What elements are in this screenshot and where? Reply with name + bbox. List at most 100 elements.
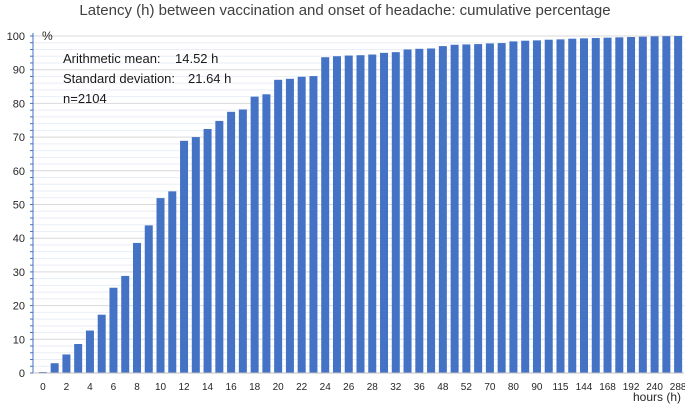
x-tick-label: 52 (461, 382, 473, 393)
bar-14h (203, 129, 212, 373)
x-axis-title: hours (h) (633, 390, 681, 404)
bar-21h (285, 78, 294, 374)
bar-48h (438, 46, 447, 374)
x-tick-label: 32 (390, 382, 402, 393)
x-tick-label: 115 (553, 382, 569, 393)
x-tick-label: 12 (178, 382, 190, 393)
bar-34h (403, 49, 412, 373)
y-tick-label: 50 (13, 200, 25, 212)
y-tick-label: 20 (13, 301, 25, 313)
x-tick-label: 288 (670, 382, 685, 393)
bar-16h (227, 111, 236, 373)
bar-36h (415, 48, 424, 374)
stats-box: Arithmetic mean: 14.52 h Standard deviat… (63, 51, 231, 106)
x-tick-label: 90 (531, 382, 543, 393)
x-tick-label: 8 (134, 382, 140, 393)
bar-90h (532, 40, 541, 373)
bar-288h (674, 36, 683, 373)
bar-7h (121, 275, 130, 373)
bar-40h (427, 48, 436, 373)
bar-120h (568, 38, 577, 373)
bar-50h (450, 44, 459, 373)
x-tick-label: 16 (226, 382, 238, 393)
x-tick-label: 240 (646, 382, 663, 393)
bar-13h (191, 137, 200, 373)
bar-27h (356, 55, 365, 374)
sd-value: 21.64 h (188, 71, 231, 86)
bar-11h (168, 191, 177, 373)
bar-264h (662, 36, 671, 374)
x-tick-label: 6 (111, 382, 117, 393)
sd-label: Standard deviation: (63, 71, 175, 86)
bar-25h (332, 56, 341, 373)
bar-28h (368, 54, 377, 373)
bar-23h (309, 76, 318, 373)
bar-70h (485, 43, 494, 373)
y-tick-label: 0 (19, 368, 25, 380)
y-tick-label: 70 (13, 132, 25, 144)
bar-168h (603, 37, 612, 373)
bar-96h (544, 39, 553, 374)
bar-26h (344, 55, 353, 374)
bar-144h (580, 38, 589, 374)
bar-24h (321, 57, 330, 373)
bar-8h (132, 242, 141, 373)
x-tick-label: 36 (414, 382, 426, 393)
bar-0h (38, 371, 47, 373)
x-tick-label: 70 (484, 382, 496, 393)
bar-19h (262, 94, 271, 374)
bar-240h (650, 36, 659, 374)
bar-20h (274, 79, 283, 373)
x-tick-label: 144 (576, 382, 593, 393)
bar-2h (62, 354, 71, 373)
y-axis-ticks: 0 10 20 30 40 50 60 70 80 90 100 (7, 31, 33, 380)
y-tick-label: 100 (7, 31, 25, 43)
y-axis-unit: % (42, 29, 53, 43)
y-tick-label: 80 (13, 98, 25, 110)
x-tick-label: 20 (273, 382, 285, 393)
x-tick-label: 24 (320, 382, 332, 393)
y-tick-label: 30 (13, 267, 25, 279)
mean-label: Arithmetic mean: (63, 51, 161, 66)
bar-18h (250, 96, 259, 373)
bar-84h (521, 40, 530, 373)
x-tick-label: 10 (155, 382, 167, 393)
bar-1h (50, 363, 59, 373)
bar-192h (627, 37, 636, 373)
y-tick-label: 10 (13, 334, 25, 346)
bar-115h (556, 39, 565, 374)
x-tick-label: 2 (64, 382, 70, 393)
x-tick-label: 18 (249, 382, 261, 393)
x-tick-label: 4 (87, 382, 93, 393)
x-axis-ticks: 0 2 4 6 8 10 12 14 16 18 20 22 24 26 28 32 36 48 52 70 80 90 1… (40, 382, 685, 393)
x-tick-label: 14 (202, 382, 214, 393)
bar-32h (391, 52, 400, 374)
x-tick-label: 168 (599, 382, 616, 393)
bar-22h (297, 76, 306, 373)
x-tick-label: 0 (40, 382, 46, 393)
y-tick-label: 90 (13, 65, 25, 77)
y-tick-label: 40 (13, 233, 25, 245)
x-tick-label: 28 (367, 382, 379, 393)
x-tick-label: 26 (343, 382, 355, 393)
bar-6h (109, 287, 118, 373)
bar-4h (85, 330, 94, 373)
bar-72h (497, 43, 506, 373)
x-tick-label: 80 (508, 382, 520, 393)
x-tick-label: 192 (623, 382, 640, 393)
bar-15h (215, 120, 224, 373)
bar-3h (74, 344, 83, 373)
x-tick-label: 48 (437, 382, 449, 393)
bar-12h (180, 140, 189, 373)
bar-30h (380, 52, 389, 373)
bar-10h (156, 198, 165, 373)
bar-9h (144, 225, 153, 373)
bar-60h (474, 44, 483, 374)
y-tick-label: 60 (13, 166, 25, 178)
x-tick-label: 22 (296, 382, 308, 393)
bar-216h (638, 36, 647, 374)
mean-value: 14.52 h (175, 51, 218, 66)
bar-180h (615, 37, 624, 373)
bar-150h (591, 38, 600, 374)
